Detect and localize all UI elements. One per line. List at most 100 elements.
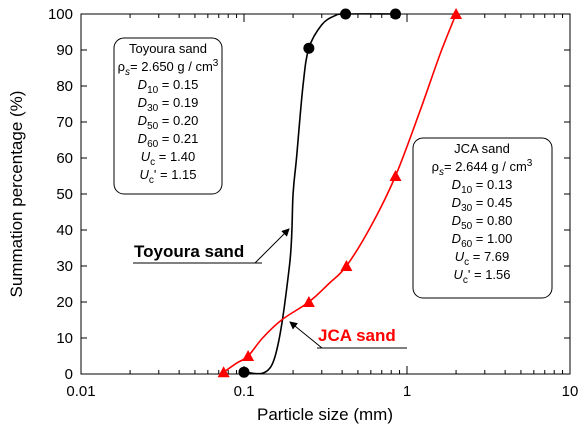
x-tick-label: 0.1 bbox=[234, 383, 255, 400]
annotation-text-part: D bbox=[452, 195, 461, 210]
annotation-text-part: U bbox=[454, 267, 464, 282]
data-point-1 bbox=[389, 170, 402, 181]
annotation-text-part: 10 bbox=[461, 185, 473, 196]
data-point-0 bbox=[303, 42, 315, 54]
annotation-line-jca: Uc' = 1.56 bbox=[454, 267, 511, 286]
annotation-text-part: 50 bbox=[147, 121, 159, 132]
annotation-line-jca: D50 = 0.80 bbox=[452, 213, 513, 232]
x-tick-label: 1 bbox=[403, 383, 411, 400]
data-point-1 bbox=[242, 350, 255, 361]
y-axis-label: Summation percentage (%) bbox=[7, 91, 26, 298]
annotation-text-part: c bbox=[464, 257, 469, 268]
annotation-text-part: c bbox=[463, 275, 468, 286]
data-point-1 bbox=[450, 8, 463, 19]
annotation-text-part: = 0.21 bbox=[158, 131, 198, 146]
data-point-0 bbox=[238, 366, 250, 378]
annotation-text-part: D bbox=[452, 231, 461, 246]
data-point-1 bbox=[302, 296, 315, 307]
annotation-line-jca: ρs= 2.644 g / cm3 bbox=[432, 158, 533, 178]
series-label-jca: JCA sand bbox=[318, 326, 396, 345]
annotation-text-part: c bbox=[150, 157, 155, 168]
annotation-line-toyoura: Uc' = 1.15 bbox=[140, 167, 197, 186]
data-point-1 bbox=[340, 260, 353, 271]
annotation-text-part: 50 bbox=[461, 221, 473, 232]
annotation-text-part: = 1.00 bbox=[472, 231, 512, 246]
y-tick-label: 90 bbox=[56, 42, 73, 59]
annotation-text-part: = 0.13 bbox=[472, 177, 512, 192]
data-point-1 bbox=[217, 366, 230, 378]
y-tick-label: 30 bbox=[56, 258, 73, 275]
annotation-text-part: U bbox=[455, 249, 465, 264]
y-tick-label: 40 bbox=[56, 222, 73, 239]
y-tick-label: 80 bbox=[56, 78, 73, 95]
y-tick-label: 10 bbox=[56, 330, 73, 347]
annotation-text-part: D bbox=[452, 177, 461, 192]
annotation-text-part: 10 bbox=[147, 85, 159, 96]
annotation-text-part: c bbox=[149, 175, 154, 186]
annotation-text-part: = 0.15 bbox=[158, 77, 198, 92]
annotation-text-part: 60 bbox=[461, 239, 473, 250]
annotation-text-part: D bbox=[138, 77, 147, 92]
annotation-text-part: = 0.20 bbox=[158, 113, 198, 128]
annotation-line-toyoura: D50 = 0.20 bbox=[138, 113, 199, 132]
series-labels: Toyoura sand JCA sand bbox=[133, 228, 407, 349]
y-tick-label: 70 bbox=[56, 114, 73, 131]
annotation-line-toyoura: D30 = 0.19 bbox=[138, 95, 199, 114]
annotation-text-part: = 1.40 bbox=[155, 149, 195, 164]
annotation-text-part: 30 bbox=[461, 203, 473, 214]
annotation-text-part: s bbox=[125, 67, 130, 78]
annotation-text-part: ρ bbox=[118, 59, 125, 74]
annotation-text-part: ' = 1.56 bbox=[468, 267, 511, 282]
annotation-line-jca: D30 = 0.45 bbox=[452, 195, 513, 214]
annotation-text-part: = 0.19 bbox=[158, 95, 198, 110]
y-tick-label: 20 bbox=[56, 294, 73, 311]
axis-ticks: 0 10 20 30 40 50 60 70 80 90 100 0.01 0.1 1 10 bbox=[48, 6, 578, 400]
annotation-line-jca: D60 = 1.00 bbox=[452, 231, 513, 250]
series-markers bbox=[217, 8, 463, 378]
x-tick-label: 10 bbox=[562, 383, 579, 400]
annotation-text-part: = 2.644 g / cm bbox=[444, 159, 527, 174]
annotation-text-part: = 0.45 bbox=[472, 195, 512, 210]
annotation-line-jca: D10 = 0.13 bbox=[452, 177, 513, 196]
y-tick-label: 100 bbox=[48, 6, 73, 23]
annotation-text-part: ρ bbox=[432, 159, 439, 174]
annotation-text-part: = 0.80 bbox=[472, 213, 512, 228]
annotation-line-toyoura: D10 = 0.15 bbox=[138, 77, 199, 96]
annotation-line-toyoura: D60 = 0.21 bbox=[138, 131, 199, 150]
annotation-text-part: D bbox=[452, 213, 461, 228]
annotation-text-part: s bbox=[439, 167, 444, 178]
annotation-box-jca bbox=[412, 137, 553, 299]
data-point-0 bbox=[389, 8, 401, 20]
annotation-text-part: = 2.650 g / cm bbox=[130, 59, 213, 74]
x-axis-label: Particle size (mm) bbox=[257, 405, 393, 424]
annotation-text-part: U bbox=[141, 149, 151, 164]
label-arrow-toyoura bbox=[254, 228, 290, 264]
y-tick-label: 0 bbox=[65, 366, 73, 383]
annotation-box-toyoura bbox=[113, 37, 223, 195]
x-tick-label: 0.01 bbox=[66, 383, 95, 400]
annotation-text-part: 30 bbox=[147, 103, 159, 114]
y-tick-label: 50 bbox=[56, 186, 73, 203]
annotation-line-toyoura: Toyoura sand bbox=[129, 41, 207, 56]
annotation-text-part: 60 bbox=[147, 139, 159, 150]
series-line-0 bbox=[243, 13, 396, 375]
y-tick-label: 60 bbox=[56, 150, 73, 167]
annotation-text-part: 3 bbox=[527, 158, 533, 169]
annotation-text-part: U bbox=[140, 167, 150, 182]
annotation-line-jca: JCA sand bbox=[454, 141, 510, 156]
annotation-line-toyoura: ρs= 2.650 g / cm3 bbox=[118, 58, 219, 78]
annotation-line-jca: Uc = 7.69 bbox=[455, 249, 510, 268]
annotation-text-part: D bbox=[138, 113, 147, 128]
annotation-text-part: Toyoura sand bbox=[129, 41, 207, 56]
label-arrow-jca bbox=[289, 321, 323, 349]
annotation-text-part: JCA sand bbox=[454, 141, 510, 156]
annotation-text-part: ' = 1.15 bbox=[154, 167, 197, 182]
annotation-text-part: 3 bbox=[213, 58, 219, 69]
data-point-0 bbox=[340, 8, 352, 20]
annotation-line-toyoura: Uc = 1.40 bbox=[141, 149, 196, 168]
series-label-toyoura: Toyoura sand bbox=[134, 242, 244, 261]
annotation-text-part: D bbox=[138, 131, 147, 146]
annotation-text-part: D bbox=[138, 95, 147, 110]
